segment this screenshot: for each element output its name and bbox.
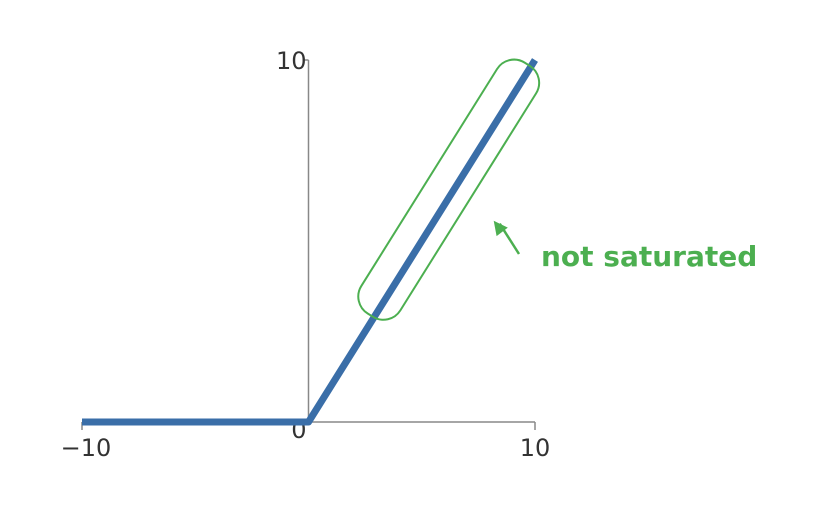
y-tick-label-max: 10 bbox=[276, 47, 307, 75]
annotation-label: not saturated bbox=[541, 240, 757, 273]
annotation-arrowhead bbox=[493, 220, 508, 237]
not-saturated-region-box bbox=[357, 58, 541, 321]
annotation: not saturated bbox=[357, 58, 757, 321]
x-tick-label-max: 10 bbox=[520, 434, 551, 462]
relu-series-line bbox=[82, 58, 538, 426]
x-tick-label-min: −10 bbox=[61, 434, 112, 462]
